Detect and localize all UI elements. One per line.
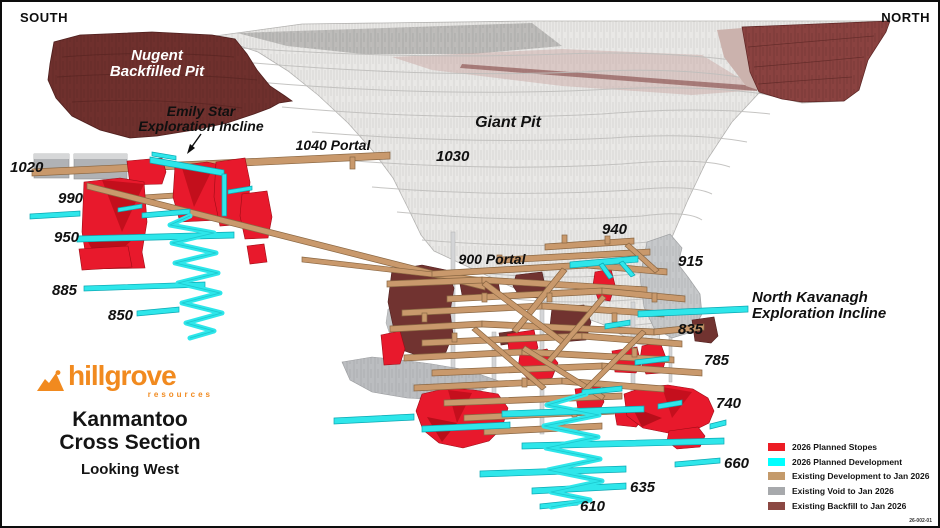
legend-item-planned-development: 2026 Planned Development — [768, 455, 929, 470]
nugent-pit-label-line2: Backfilled Pit — [109, 63, 205, 81]
giant-pit-label: Giant Pit — [475, 114, 541, 131]
title-line1: Kanmantoo — [72, 408, 188, 431]
emily-star-label-line2: Exploration Incline — [138, 118, 264, 135]
elevation-940: 940 — [602, 221, 628, 238]
legend-item-planned-stopes: 2026 Planned Stopes — [768, 440, 929, 455]
elevation-785: 785 — [704, 352, 730, 369]
elevation-635: 635 — [630, 479, 656, 496]
emily-star-label: Emily Star Exploration Incline — [138, 103, 264, 135]
nugent-pit-label-line1: Nugent — [131, 47, 183, 64]
legend-label: Existing Development to Jan 2026 — [792, 471, 930, 482]
elevation-1030: 1030 — [436, 148, 470, 165]
legend-swatch-existing-backfill — [768, 501, 785, 510]
compass-north-label: NORTH — [881, 10, 930, 25]
title-subtitle: Looking West — [80, 461, 180, 478]
giant-pit-shape — [213, 20, 889, 348]
legend-label: 2026 Planned Development — [792, 456, 903, 467]
elevation-950: 950 — [54, 229, 80, 246]
legend-item-existing-development: Existing Development to Jan 2026 — [768, 469, 929, 484]
emily-star-arrow — [187, 133, 202, 154]
nugent-pit-label: Nugent Backfilled Pit — [109, 47, 205, 81]
logo-wordmark: hillgrove — [68, 360, 177, 391]
title-line2: Cross Section — [59, 431, 201, 454]
elevation-850: 850 — [108, 307, 134, 324]
portal-1040-label: 1040 Portal — [295, 137, 371, 153]
planned-development — [29, 151, 749, 510]
portal-900-label: 900 Portal — [458, 251, 526, 267]
elevation-990: 990 — [58, 190, 84, 207]
elevation-660: 660 — [724, 455, 750, 472]
legend-item-existing-void: Existing Void to Jan 2026 — [768, 484, 929, 499]
legend-label: Existing Void to Jan 2026 — [792, 486, 894, 497]
drawing-number: 26-002-01 — [909, 518, 932, 524]
north-kavanagh-label-line1: North Kavanagh — [752, 289, 868, 306]
north-kavanagh-label-line2: Exploration Incline — [752, 305, 887, 323]
emily-star-label-line1: Emily Star — [166, 103, 236, 119]
north-backfill-wedge — [717, 20, 891, 103]
mountain-logo-icon — [37, 370, 64, 391]
elevation-1020: 1020 — [10, 159, 44, 176]
legend-swatch-planned-stopes — [768, 443, 785, 452]
hillgrove-logo: hillgrove resources — [32, 360, 232, 404]
legend-label: 2026 Planned Stopes — [792, 442, 878, 453]
elevation-915: 915 — [678, 253, 704, 270]
legend-swatch-planned-development — [768, 457, 785, 466]
compass-south-label: SOUTH — [20, 10, 68, 25]
logo-subtext: resources — [147, 390, 213, 399]
elevation-740: 740 — [716, 395, 742, 412]
elevation-610: 610 — [580, 498, 606, 515]
north-kavanagh-label: North Kavanagh Exploration Incline — [752, 289, 887, 323]
nugent-backfilled-pit-shape — [47, 31, 294, 139]
legend-swatch-existing-void — [768, 487, 785, 496]
legend-label: Existing Backfill to Jan 2026 — [792, 500, 907, 511]
legend-swatch-existing-development — [768, 472, 785, 481]
elevation-885: 885 — [52, 282, 78, 299]
elevation-835: 835 — [678, 321, 704, 338]
legend: 2026 Planned Stopes 2026 Planned Develop… — [768, 440, 929, 513]
legend-item-existing-backfill: Existing Backfill to Jan 2026 — [768, 498, 929, 513]
